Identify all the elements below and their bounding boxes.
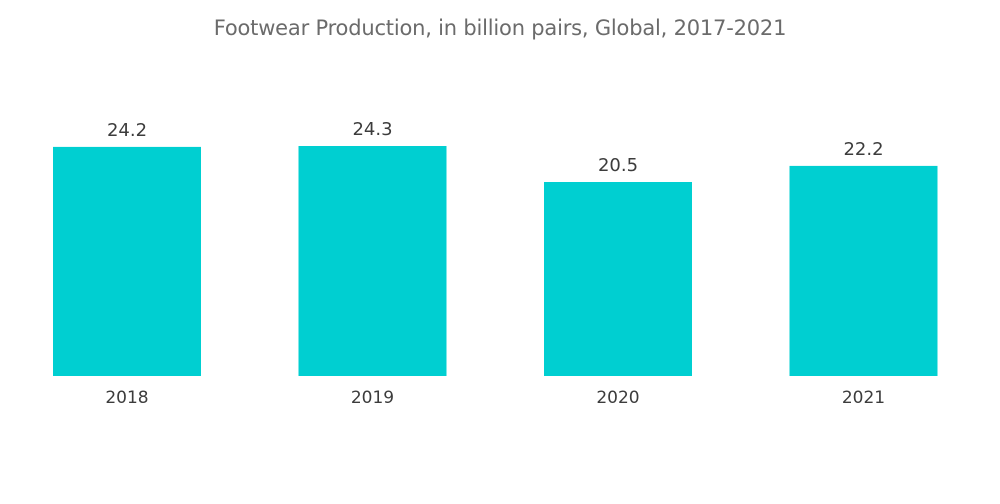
bars-group [53,146,938,376]
value-label-2018: 24.2 [107,120,147,141]
x-axis-ticks: 2018 2019 2020 2021 [105,388,885,408]
bar-2018 [53,146,201,376]
value-label-2019: 24.3 [352,119,392,140]
x-tick-label-2020: 2020 [596,388,639,408]
bar-2019 [298,146,447,376]
x-tick-label-2021: 2021 [842,388,885,408]
value-labels-group: 24.2 24.3 20.5 22.2 [107,119,884,176]
value-label-2021: 22.2 [843,139,883,160]
x-tick-label-2018: 2018 [105,388,148,408]
value-label-2020: 20.5 [598,155,638,176]
bar-2020 [544,182,692,376]
chart-title: Footwear Production, in billion pairs, G… [213,16,787,40]
bar-2021 [789,165,938,376]
x-tick-label-2019: 2019 [351,388,394,408]
